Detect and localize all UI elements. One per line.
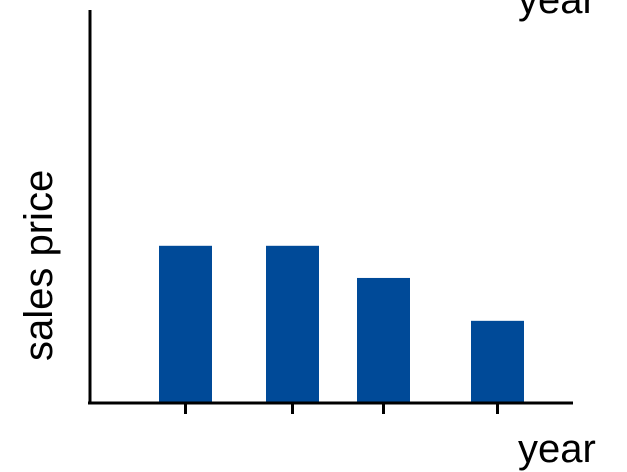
x-axis-label: year [518,427,596,471]
bar [159,245,212,403]
y-axis-label: sales price [17,170,61,361]
chart-title: year [518,0,596,22]
bar [471,320,524,403]
bars-group [159,245,524,403]
bar [266,245,319,403]
bar [357,277,410,403]
x-ticks-group [184,403,499,414]
